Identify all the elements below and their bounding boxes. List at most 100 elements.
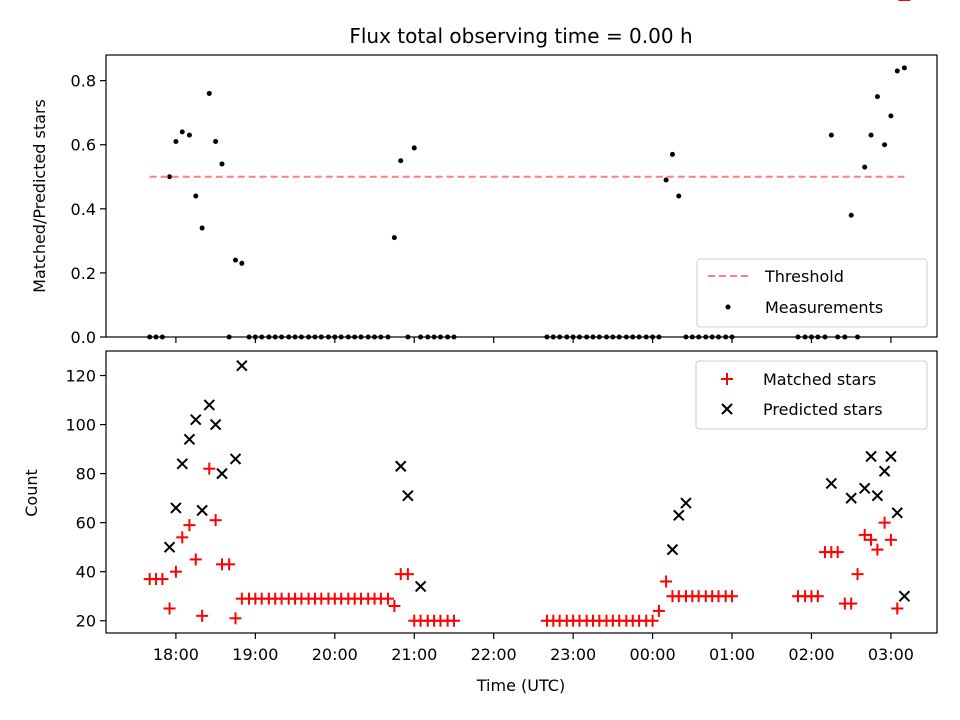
count-panel-frame [105, 350, 938, 634]
predicted-point [865, 450, 877, 463]
predicted-point [666, 543, 679, 556]
count-legend: Matched stars Predicted stars [695, 360, 928, 430]
matched-point [203, 462, 216, 475]
x-tick-label: 20:00 [312, 645, 358, 664]
x-tick-label: 03:00 [868, 645, 914, 664]
measurement-point [239, 260, 245, 266]
measurement-point [901, 65, 907, 71]
count-x-ticks: 18:00 19:00 20:00 21:00 22:00 23:00 00:00 01:00… [153, 633, 914, 664]
measurements-legend-label: Measurements [765, 298, 883, 317]
matched-point [891, 602, 904, 615]
predicted-point [209, 418, 222, 431]
ratio-x-ticks [175, 337, 892, 343]
ratio-points [147, 65, 907, 340]
matched-point [169, 565, 182, 578]
x-tick-label: 22:00 [471, 645, 517, 664]
ratio-panel-frame [105, 54, 938, 338]
measurement-point [411, 145, 417, 151]
measurement-point [676, 193, 682, 199]
measurement-point [206, 90, 212, 96]
predicted-point [871, 489, 884, 502]
measurement-point [848, 212, 854, 218]
measurement-point [232, 257, 238, 263]
matched-point [660, 575, 673, 588]
matched-point [183, 519, 196, 532]
count-legend-box [695, 360, 928, 430]
predicted-point [183, 433, 196, 445]
matched-point [811, 590, 824, 603]
count-y-tick-label: 60 [76, 514, 96, 533]
predicted-point [170, 502, 182, 514]
matched-point [865, 533, 878, 546]
ratio-legend: Threshold Measurements [696, 258, 928, 328]
matched-point [845, 597, 858, 610]
matched-point [447, 614, 460, 627]
measurement-point [173, 139, 179, 145]
ratio-y-ticks: 0.0 0.2 0.4 0.6 0.8 [71, 72, 106, 347]
measurement-point [663, 177, 669, 183]
matched-point [156, 573, 169, 586]
predicted-point [680, 497, 692, 509]
ratio-y-tick-label: 0.0 [71, 328, 96, 347]
matched-point [209, 514, 222, 527]
predicted-point [845, 492, 857, 504]
predicted-point [402, 489, 414, 502]
ratio-y-tick-label: 0.6 [71, 136, 96, 155]
measurement-point [874, 94, 880, 100]
measurement-point [213, 139, 219, 145]
count-y-axis-label: Count [22, 469, 41, 517]
x-tick-label: 18:00 [153, 645, 199, 664]
count-y-tick-label: 120 [65, 367, 96, 386]
predicted-point [176, 458, 188, 470]
threshold-legend-label: Threshold [764, 267, 844, 286]
measurement-point [199, 225, 205, 231]
x-tick-label: 02:00 [788, 645, 834, 664]
measurement-point [882, 142, 888, 148]
predicted-point [891, 507, 903, 519]
matched-point [163, 602, 176, 615]
count-y-tick-label: 20 [76, 612, 96, 631]
measurement-point [669, 151, 675, 157]
predicted-point [885, 450, 897, 463]
matched-point [229, 612, 242, 625]
count-y-tick-label: 40 [76, 563, 96, 582]
x-tick-label: 19:00 [232, 645, 278, 664]
ratio-y-tick-label: 0.4 [71, 200, 96, 219]
measurement-point [193, 193, 199, 199]
matched-point [878, 516, 891, 529]
measurement-point [391, 235, 397, 241]
count-panel: 20 40 60 80 100 120 18:00 19:00 20:00 21:00 22:00… [22, 0, 938, 695]
measurement-point [894, 68, 900, 74]
chart-title: Flux total observing time = 0.00 h [349, 24, 692, 48]
matched-point [884, 533, 897, 546]
predicted-point [190, 413, 202, 426]
matched-point [871, 543, 884, 556]
x-tick-label: 23:00 [550, 645, 596, 664]
predicted-point [395, 460, 407, 472]
predicted-point [673, 509, 685, 522]
ratio-panel: 0.00.20.40.60.8 Matched/Predicted stars … [30, 54, 938, 347]
measurements-legend-swatch [725, 304, 731, 310]
measurement-point [868, 132, 874, 138]
predicted-point [414, 580, 427, 593]
x-tick-label: 00:00 [630, 645, 676, 664]
matched-point [223, 558, 236, 571]
predicted-points [163, 360, 911, 602]
count-y-ticks: 20 40 60 80 100 120 [65, 367, 106, 631]
measurement-point [828, 132, 834, 138]
matched-point [176, 531, 189, 544]
x-tick-label: 01:00 [709, 645, 755, 664]
measurement-point [888, 113, 894, 119]
x-tick-label: 21:00 [391, 645, 437, 664]
predicted-point [858, 482, 871, 495]
matched-point [831, 546, 844, 559]
matched-point [858, 528, 871, 541]
predicted-point [216, 467, 228, 480]
predicted-point [163, 541, 176, 553]
matched-legend-swatch [721, 373, 733, 385]
measurement-point [179, 129, 185, 135]
predicted-point [898, 590, 911, 602]
matched-point [382, 592, 395, 605]
